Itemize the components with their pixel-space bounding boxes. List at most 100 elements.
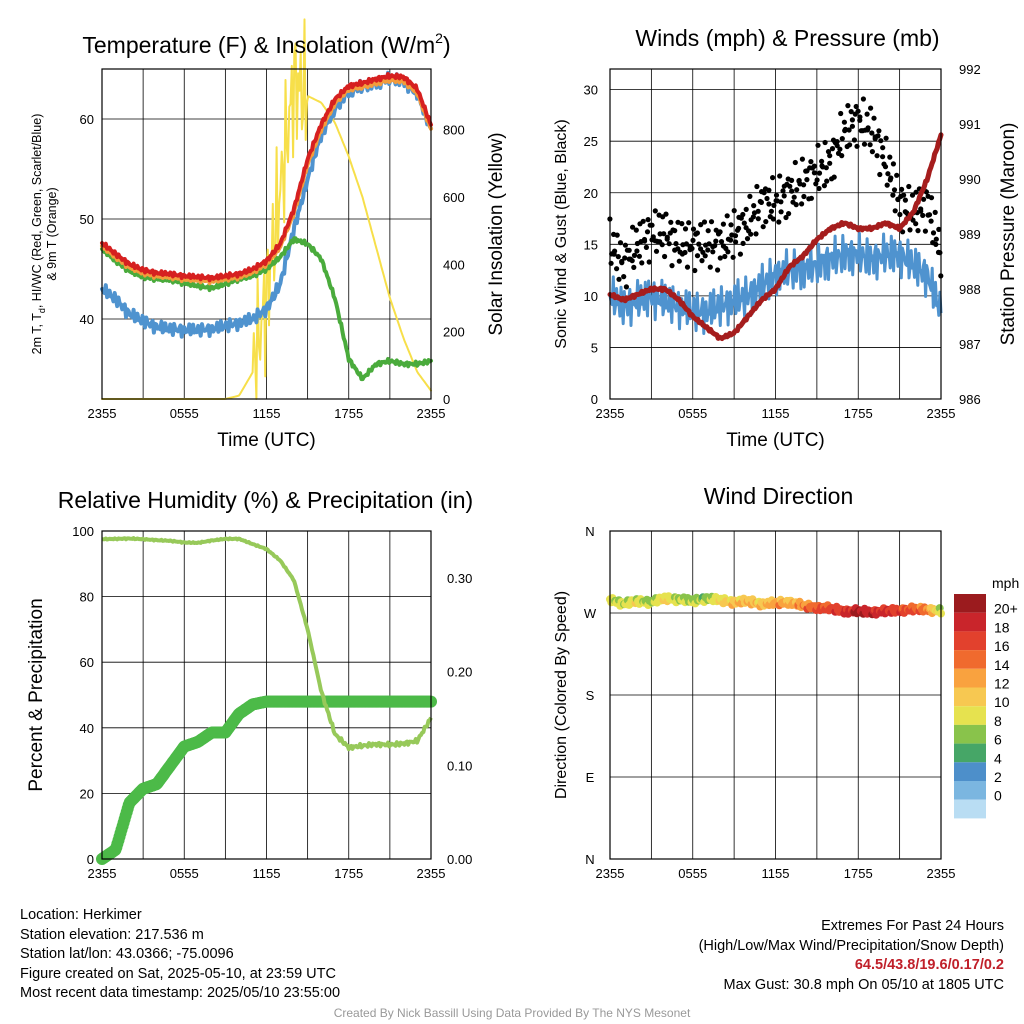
gust-point xyxy=(871,115,877,121)
gust-point xyxy=(791,194,797,200)
x-axis-label: Time (UTC) xyxy=(217,430,316,451)
gust-point xyxy=(646,259,652,265)
gust-point xyxy=(808,195,815,201)
gust-point xyxy=(712,243,718,249)
colorbar-tick-label: 2 xyxy=(994,769,1002,785)
gust-point xyxy=(887,154,893,160)
y-axis-label-part: 2m T, T xyxy=(30,313,44,355)
gust-point xyxy=(883,135,889,141)
y-axis-label: 2m T, Td, HI/WC (Red, Green, Scarlet/Blu… xyxy=(30,114,47,355)
y2-tick-label: 0 xyxy=(443,392,450,407)
gust-point xyxy=(666,241,672,247)
gust-point xyxy=(699,258,705,264)
y-tick-label: S xyxy=(586,688,595,703)
gust-point xyxy=(662,253,668,260)
y2-tick-label: 991 xyxy=(959,117,981,132)
gust-point xyxy=(841,119,848,125)
gust-point xyxy=(876,128,882,134)
gust-point xyxy=(690,226,697,232)
y-tick-label: E xyxy=(586,770,595,785)
gust-point xyxy=(831,174,837,180)
gust-point xyxy=(861,141,868,147)
gust-point xyxy=(816,185,822,192)
colorbar-tick-label: 0 xyxy=(994,788,1002,804)
gust-point xyxy=(811,163,817,169)
y-tick-label: 25 xyxy=(584,134,598,149)
colorbar-tick-label: 12 xyxy=(994,676,1010,692)
gust-point xyxy=(668,219,674,225)
chart-title-end: ) xyxy=(443,32,451,58)
gust-point xyxy=(741,220,747,226)
gust-point xyxy=(710,249,716,255)
gust-point xyxy=(878,138,884,144)
y2-tick-label: 989 xyxy=(959,227,981,242)
gust-point xyxy=(786,211,792,217)
y2-tick-label: 800 xyxy=(443,123,465,138)
gust-point xyxy=(705,247,711,253)
gust-point xyxy=(860,96,867,102)
gust-point xyxy=(930,230,937,236)
gust-point xyxy=(937,250,943,256)
latlon-text: Station lat/lon: 43.0366; -75.0096 xyxy=(20,946,234,962)
gust-point xyxy=(725,249,731,255)
gust-point xyxy=(821,183,828,189)
gust-point xyxy=(764,195,770,202)
gust-point xyxy=(616,276,622,282)
gust-point xyxy=(740,240,746,246)
y-tick-label: 5 xyxy=(591,340,598,355)
extremes-title: Extremes For Past 24 Hours xyxy=(821,918,1004,934)
gust-point xyxy=(696,241,702,247)
gust-point xyxy=(890,192,896,198)
gust-point xyxy=(814,177,820,183)
x-tick-label: 1155 xyxy=(762,406,790,421)
y-axis-label: Sonic Wind & Gust (Blue, Black) xyxy=(553,119,570,348)
gust-point xyxy=(652,208,658,214)
gust-point xyxy=(659,242,665,248)
gust-point xyxy=(834,143,840,149)
y2-tick-label: 986 xyxy=(959,392,981,407)
gust-point xyxy=(794,187,800,193)
gust-point xyxy=(730,254,736,260)
gust-point xyxy=(770,175,776,181)
gust-point xyxy=(921,196,927,202)
gust-point xyxy=(751,203,757,209)
credit-text: Created By Nick Bassill Using Data Provi… xyxy=(333,1006,691,1020)
chart-title-main: Temperature (F) & Insolation (W/m xyxy=(82,32,435,58)
gust-point xyxy=(849,117,856,123)
gust-point xyxy=(643,244,650,250)
gust-point xyxy=(766,187,772,193)
colorbar-swatch xyxy=(954,668,986,688)
plot-frame xyxy=(609,68,942,400)
colorbar-tick-label: 16 xyxy=(994,638,1010,654)
gust-point xyxy=(612,248,618,254)
colorbar-swatch xyxy=(954,762,986,781)
station-info: Location: Herkimer Station elevation: 21… xyxy=(20,906,340,1004)
panel-2: 2355 0555 1155 1755 235505101520253098698798… xyxy=(553,25,1019,451)
gust-point xyxy=(715,267,721,273)
gust-point xyxy=(682,249,688,256)
x-tick-label: 2355 xyxy=(596,866,625,881)
gust-point xyxy=(755,208,761,214)
gust-point xyxy=(653,248,660,254)
gust-point xyxy=(936,226,942,232)
gust-point xyxy=(777,173,783,179)
colorbar-swatch xyxy=(954,631,986,651)
gust-point xyxy=(621,274,627,280)
y-axis-label: Percent & Precipitation xyxy=(26,598,47,791)
colorbar-swatch xyxy=(954,706,986,725)
y2-tick-label: 0.10 xyxy=(447,758,472,773)
gust-point xyxy=(728,237,734,243)
y-tick-label: 15 xyxy=(584,237,598,252)
colorbar-tick-label: 10 xyxy=(994,694,1010,710)
y2-tick-label: 987 xyxy=(959,337,981,352)
gust-point xyxy=(801,182,807,188)
gust-point xyxy=(717,229,723,235)
gust-point xyxy=(758,199,765,205)
chart-title: Relative Humidity (%) & Precipitation (i… xyxy=(58,487,473,513)
x-tick-label: 1155 xyxy=(253,866,281,881)
gust-point xyxy=(732,233,739,239)
gust-point xyxy=(690,237,696,243)
gust-point xyxy=(633,227,639,233)
gust-point xyxy=(669,263,675,269)
panel-1: 2355 0555 1155 1755 23554050600200400600800T… xyxy=(30,18,507,451)
